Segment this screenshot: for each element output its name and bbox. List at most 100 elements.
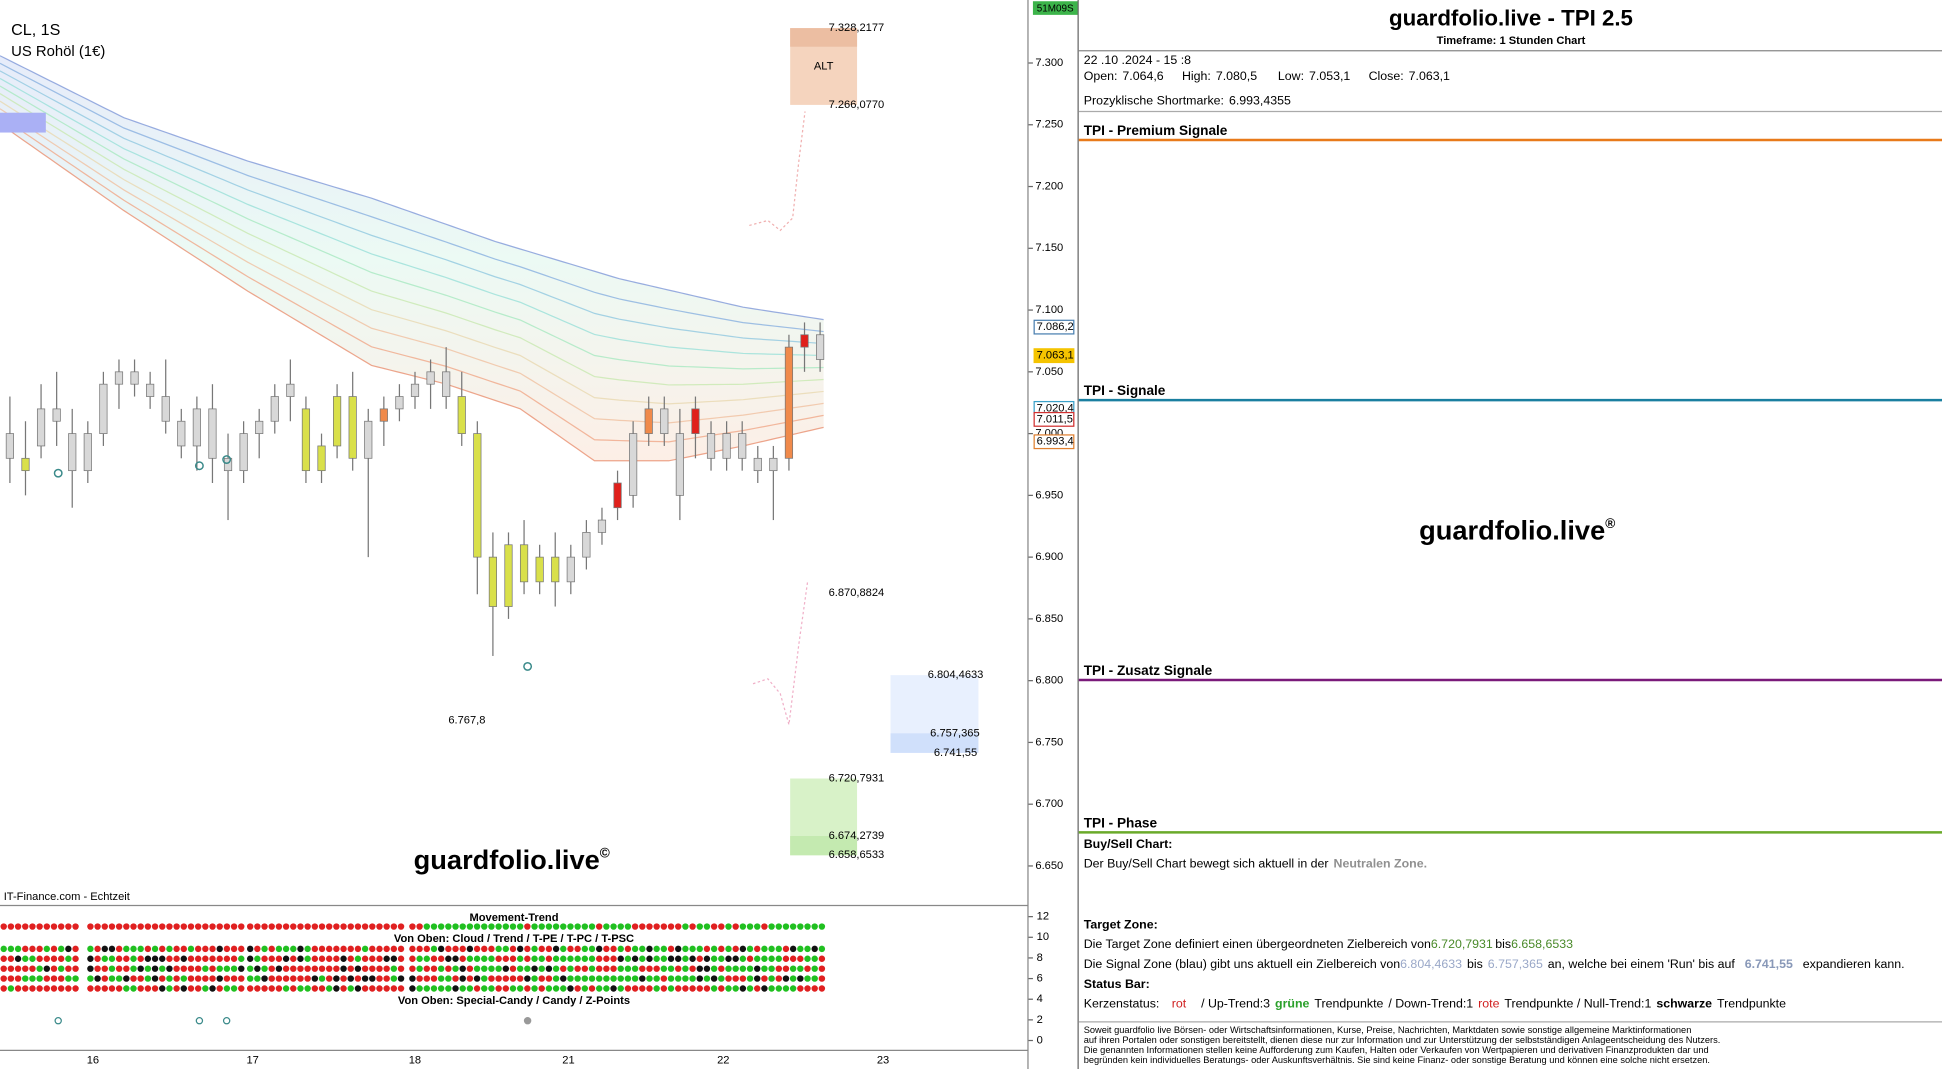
projection xyxy=(752,582,809,725)
candle-body xyxy=(473,433,482,558)
trend-dot xyxy=(502,965,510,972)
trend-dot xyxy=(437,955,445,962)
y-tick-label: 8 xyxy=(1037,952,1043,964)
disclaimer-line: begründen kein individuelles Beratungs- … xyxy=(1084,1055,1710,1065)
trend-dot xyxy=(275,965,283,972)
trend-dot xyxy=(552,985,560,992)
trend-dot xyxy=(87,965,94,972)
trend-dot xyxy=(674,985,682,992)
trend-dot xyxy=(209,985,216,992)
trend-dot xyxy=(43,985,51,992)
trend-dot xyxy=(311,945,319,953)
x-tick-label: 16 xyxy=(87,1054,99,1066)
trend-dot xyxy=(7,945,15,953)
trend-dot xyxy=(746,923,754,930)
trend-dot xyxy=(268,965,275,972)
trend-dot xyxy=(254,955,261,962)
trend-dot xyxy=(674,945,682,953)
trend-dot xyxy=(646,955,653,962)
trend-dot xyxy=(151,955,159,962)
trend-dot xyxy=(29,965,36,972)
trend-dot xyxy=(347,955,354,962)
trend-dot xyxy=(667,923,675,930)
trend-dot xyxy=(397,965,405,972)
trend-dot xyxy=(137,955,144,962)
watermark-mark: ® xyxy=(1605,516,1615,531)
trend-dot xyxy=(423,965,431,972)
trend-dot xyxy=(718,975,725,982)
trend-dot xyxy=(390,945,398,953)
trend-dot xyxy=(610,975,617,982)
target-text: Die Target Zone definiert einen übergeor… xyxy=(1084,937,1573,951)
trend-dot xyxy=(304,975,311,982)
y-tick-label: 7.150 xyxy=(1035,242,1063,254)
trend-dot xyxy=(531,975,538,982)
z-point xyxy=(222,1016,231,1025)
trend-dot xyxy=(804,965,811,972)
trend-dot xyxy=(739,965,747,972)
trend-dot xyxy=(617,985,624,992)
x-tick-label: 22 xyxy=(717,1054,729,1066)
y-tick-label: 6.800 xyxy=(1035,675,1063,687)
trend-dot xyxy=(416,965,423,972)
indicator-title: Movement-Trend xyxy=(469,912,558,924)
trend-dot xyxy=(159,965,166,972)
trend-dot xyxy=(369,923,376,930)
trend-dot xyxy=(7,975,15,982)
trend-dot xyxy=(290,975,297,982)
trend-dot xyxy=(516,965,524,972)
trend-dot xyxy=(209,965,216,972)
trend-dot xyxy=(347,923,354,930)
trend-dot xyxy=(159,945,166,953)
candle-body xyxy=(286,383,295,397)
trend-dot xyxy=(488,945,495,953)
trend-dot xyxy=(159,985,166,992)
trend-dot xyxy=(151,975,159,982)
trend-dot xyxy=(354,945,362,953)
text: an, welche bei einem 'Run' bis auf xyxy=(1548,957,1736,971)
zone-cap xyxy=(790,28,858,47)
trend-dot xyxy=(130,955,137,962)
trend-dot xyxy=(57,975,65,982)
x-tick-label: 23 xyxy=(877,1054,889,1066)
trend-dot xyxy=(187,985,195,992)
trend-dot xyxy=(804,985,811,992)
candle-body xyxy=(488,556,497,607)
trend-dot xyxy=(187,955,195,962)
trend-dot xyxy=(797,945,804,953)
trend-dot xyxy=(311,965,319,972)
trend-dot xyxy=(397,975,405,982)
trend-dot xyxy=(459,975,466,982)
trend-dot xyxy=(304,923,311,930)
trend-dot xyxy=(538,923,545,930)
trend-dot xyxy=(761,985,768,992)
trend-dot xyxy=(361,955,369,962)
trend-dot xyxy=(610,923,617,930)
trend-dot xyxy=(194,923,202,930)
trend-dot xyxy=(631,975,639,982)
trend-dot xyxy=(782,923,790,930)
trend-dot xyxy=(50,945,58,953)
trend-dot xyxy=(223,985,231,992)
trend-dot xyxy=(639,923,646,930)
trend-dot xyxy=(369,955,376,962)
price-tag-label: 7.063,1 xyxy=(1037,350,1074,362)
x-tick-label: 21 xyxy=(562,1054,574,1066)
trend-dot xyxy=(22,985,29,992)
trend-dot xyxy=(333,945,340,953)
candle-body xyxy=(21,457,30,472)
trend-dot xyxy=(94,985,101,992)
candle-body xyxy=(270,396,279,422)
trend-dot xyxy=(173,923,180,930)
text: / Down-Trend:1 xyxy=(1388,997,1473,1011)
ohlc: Open: 7.064,6 High: 7.080,5 Low: 7.053,1 Cl… xyxy=(1084,69,1450,83)
trend-dot xyxy=(624,965,632,972)
trend-dot xyxy=(617,945,624,953)
trend-dot xyxy=(653,985,660,992)
candle-body xyxy=(5,433,14,459)
trend-dot xyxy=(725,975,732,982)
trend-dot xyxy=(123,965,130,972)
trend-dot xyxy=(610,945,617,953)
trend-dot xyxy=(115,965,123,972)
trend-dot xyxy=(230,965,238,972)
